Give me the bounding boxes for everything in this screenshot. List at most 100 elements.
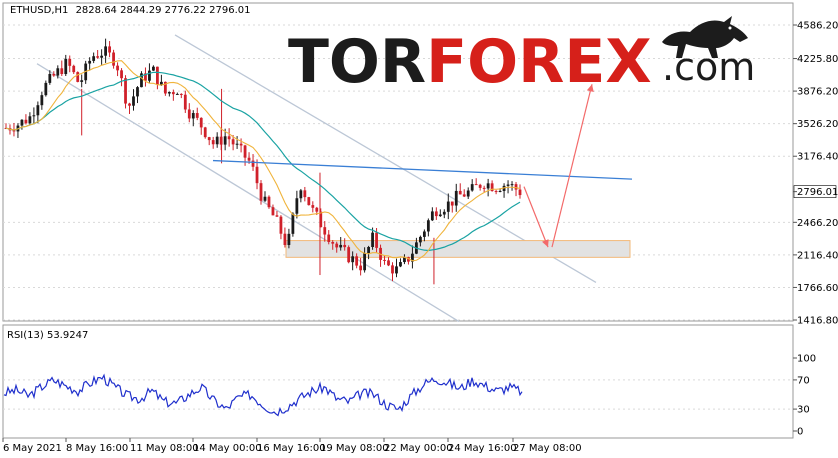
candle-body bbox=[128, 103, 131, 106]
candle-body bbox=[144, 73, 147, 81]
price-tick-label: 4586.20 bbox=[797, 21, 838, 32]
candle-body bbox=[403, 257, 406, 263]
candle-body bbox=[32, 115, 36, 117]
candle-body bbox=[100, 55, 104, 58]
candle-body bbox=[68, 58, 72, 66]
candle-body bbox=[231, 139, 235, 145]
candle-body bbox=[247, 157, 251, 161]
candle-body bbox=[359, 265, 363, 271]
ohlc-values: 2828.64 2844.29 2776.22 2796.01 bbox=[76, 5, 251, 16]
candle-body bbox=[152, 66, 155, 71]
price-pane bbox=[2, 2, 794, 322]
candle-body bbox=[76, 72, 80, 82]
candle-body bbox=[156, 66, 159, 85]
forecast-arrow-up bbox=[551, 84, 594, 248]
candle-body bbox=[259, 183, 263, 201]
candle-body bbox=[283, 233, 287, 245]
rsi-indicator bbox=[3, 373, 793, 417]
candle-body bbox=[367, 246, 370, 254]
time-tick-label: 8 May 16:00 bbox=[66, 443, 128, 454]
candle-body bbox=[163, 81, 167, 94]
rsi-tick-label: 70 bbox=[797, 375, 810, 386]
time-tick-label: 27 May 08:00 bbox=[513, 443, 582, 454]
candle-body bbox=[355, 256, 359, 266]
candle-body bbox=[44, 82, 48, 96]
candle-body bbox=[426, 220, 430, 232]
candle-body bbox=[239, 143, 243, 146]
candle-body bbox=[434, 211, 438, 217]
candle-body bbox=[148, 70, 151, 81]
candle-body bbox=[319, 211, 323, 228]
channel-lower-line bbox=[36, 63, 460, 323]
time-tick-label: 14 May 00:00 bbox=[193, 443, 262, 454]
candle-body bbox=[199, 117, 203, 128]
candle-body bbox=[518, 189, 522, 196]
candle-body bbox=[383, 259, 386, 261]
candle-body bbox=[490, 183, 494, 192]
candle-body bbox=[442, 211, 446, 215]
price-tick-label: 2796.01 bbox=[797, 187, 838, 198]
time-tick-label: 11 May 08:00 bbox=[130, 443, 199, 454]
candle-body bbox=[251, 160, 255, 167]
candle-body bbox=[52, 73, 56, 76]
candle-body bbox=[303, 190, 307, 198]
candle-body bbox=[211, 140, 215, 145]
candle-body bbox=[171, 92, 175, 95]
resistance-line bbox=[212, 159, 633, 180]
chart-title: ETHUSD,H1 bbox=[10, 5, 68, 16]
candle-body bbox=[267, 196, 271, 208]
candle-body bbox=[387, 260, 390, 266]
candle-body bbox=[438, 214, 442, 217]
candle-body bbox=[502, 185, 506, 191]
candle-body bbox=[80, 80, 84, 82]
candle-body bbox=[323, 227, 327, 235]
time-tick-label: 16 May 16:00 bbox=[257, 443, 326, 454]
rsi-pane bbox=[2, 324, 794, 439]
candle-body bbox=[450, 201, 454, 206]
time-tick-label: 22 May 00:00 bbox=[384, 443, 453, 454]
candle-body bbox=[28, 116, 32, 124]
candle-body bbox=[418, 236, 422, 243]
candle-body bbox=[20, 119, 24, 126]
moving-averages bbox=[5, 60, 521, 262]
candle-body bbox=[315, 207, 319, 212]
candle-body bbox=[311, 205, 315, 208]
price-tick-label: 1766.60 bbox=[797, 283, 838, 294]
candle-body bbox=[327, 234, 331, 242]
rsi-line bbox=[3, 373, 523, 417]
candle-body bbox=[339, 244, 343, 248]
candle-body bbox=[458, 190, 462, 195]
candle-body bbox=[351, 256, 355, 263]
logo-com: .com bbox=[662, 45, 755, 89]
candle-body bbox=[60, 68, 64, 75]
candle-body bbox=[494, 191, 498, 193]
price-tick-label: 4225.80 bbox=[797, 54, 838, 65]
candle-body bbox=[335, 243, 339, 248]
candle-body bbox=[391, 265, 394, 274]
time-tick-label: 24 May 16:00 bbox=[448, 443, 517, 454]
candle-body bbox=[116, 65, 119, 71]
candle-body bbox=[124, 78, 127, 104]
logo-tor: TOR bbox=[288, 27, 426, 97]
candle-body bbox=[478, 184, 482, 188]
price-axis: 4586.20 4225.80 3876.20 3526.20 3176.40 2796.… bbox=[793, 21, 838, 327]
candle-body bbox=[64, 58, 68, 75]
candle-body bbox=[331, 241, 335, 244]
rsi-tick-label: 30 bbox=[797, 405, 810, 416]
candle-body bbox=[40, 95, 44, 106]
candle-body bbox=[287, 233, 291, 245]
candle-body bbox=[195, 113, 199, 118]
candle-body bbox=[510, 184, 514, 186]
candle-body bbox=[104, 46, 108, 56]
price-tick-label: 3526.20 bbox=[797, 119, 838, 130]
candle-body bbox=[112, 52, 115, 66]
candle-body bbox=[407, 257, 410, 262]
candle-body bbox=[470, 184, 474, 191]
candle-body bbox=[48, 73, 52, 83]
annotations bbox=[212, 84, 633, 248]
candle-body bbox=[179, 93, 183, 95]
candle-body bbox=[159, 81, 163, 85]
candle-body bbox=[307, 197, 311, 206]
candle-body bbox=[462, 194, 466, 197]
